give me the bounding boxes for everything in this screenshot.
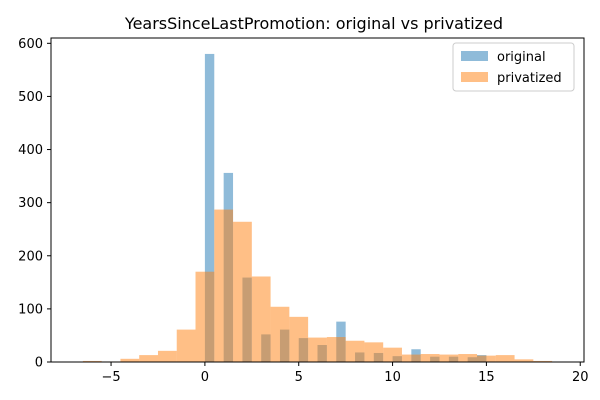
bar-privatized-23	[514, 359, 534, 362]
x-tick-label: 15	[478, 370, 495, 385]
bar-privatized-24	[533, 360, 553, 362]
x-tick-label: 5	[295, 370, 303, 385]
y-tick-label: 500	[18, 90, 43, 105]
legend-label-privatized: privatized	[497, 71, 562, 86]
x-tick-label: 10	[384, 370, 401, 385]
y-tick-label: 600	[18, 37, 43, 52]
bar-privatized-21	[477, 355, 496, 362]
x-tick-label: 0	[201, 370, 209, 385]
bar-privatized-19	[439, 354, 459, 362]
bar-original-0	[204, 53, 215, 363]
legend-swatch-privatized	[461, 72, 488, 82]
y-tick-label: 0	[35, 356, 43, 371]
y-tick-label: 200	[18, 249, 43, 264]
bar-privatized-16	[383, 347, 402, 362]
bar-privatized-6	[195, 271, 215, 362]
legend-label-original: original	[497, 50, 546, 65]
bar-privatized-12	[308, 337, 327, 362]
legend-swatch-original	[461, 51, 488, 61]
bar-privatized-14	[345, 340, 365, 362]
bar-privatized-3	[139, 355, 158, 362]
x-tick-label: 20	[572, 370, 589, 385]
y-tick-label: 100	[18, 302, 43, 317]
plot-frame	[50, 37, 585, 363]
bars-layer	[82, 53, 553, 363]
bar-privatized-18	[420, 354, 440, 362]
bar-privatized-0	[82, 360, 102, 362]
bar-privatized-13	[326, 337, 346, 362]
bar-privatized-8	[233, 221, 252, 362]
bar-privatized-7	[214, 209, 234, 362]
y-tick-label: 300	[18, 196, 43, 211]
x-tick-label: −5	[101, 370, 120, 385]
bar-privatized-4	[157, 350, 177, 362]
bar-privatized-15	[364, 342, 384, 362]
legend: original privatized	[452, 42, 575, 92]
bar-privatized-11	[289, 316, 309, 362]
bar-privatized-9	[251, 276, 271, 362]
y-tick-label: 400	[18, 143, 43, 158]
bar-privatized-2	[120, 358, 140, 362]
bar-privatized-5	[176, 329, 196, 362]
bar-privatized-22	[495, 355, 515, 362]
chart-title: YearsSinceLastPromotion: original vs pri…	[124, 14, 503, 33]
bar-privatized-17	[401, 354, 421, 362]
bar-privatized-10	[270, 306, 290, 362]
bar-privatized-20	[458, 354, 478, 362]
